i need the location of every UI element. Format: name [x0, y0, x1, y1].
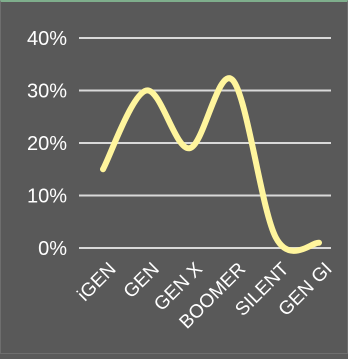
y-tick-label: 20% [27, 133, 67, 155]
y-tick-label: 0% [38, 238, 67, 260]
y-tick-label: 30% [27, 81, 67, 103]
y-tick-label: 40% [27, 28, 67, 50]
series-line [100, 75, 322, 254]
x-tick-label: iGEN [74, 259, 121, 306]
y-axis-tick-labels: 0% 10% 20% 30% 40% [27, 28, 67, 260]
y-tick-label: 10% [27, 186, 67, 208]
series-lines [100, 75, 322, 254]
